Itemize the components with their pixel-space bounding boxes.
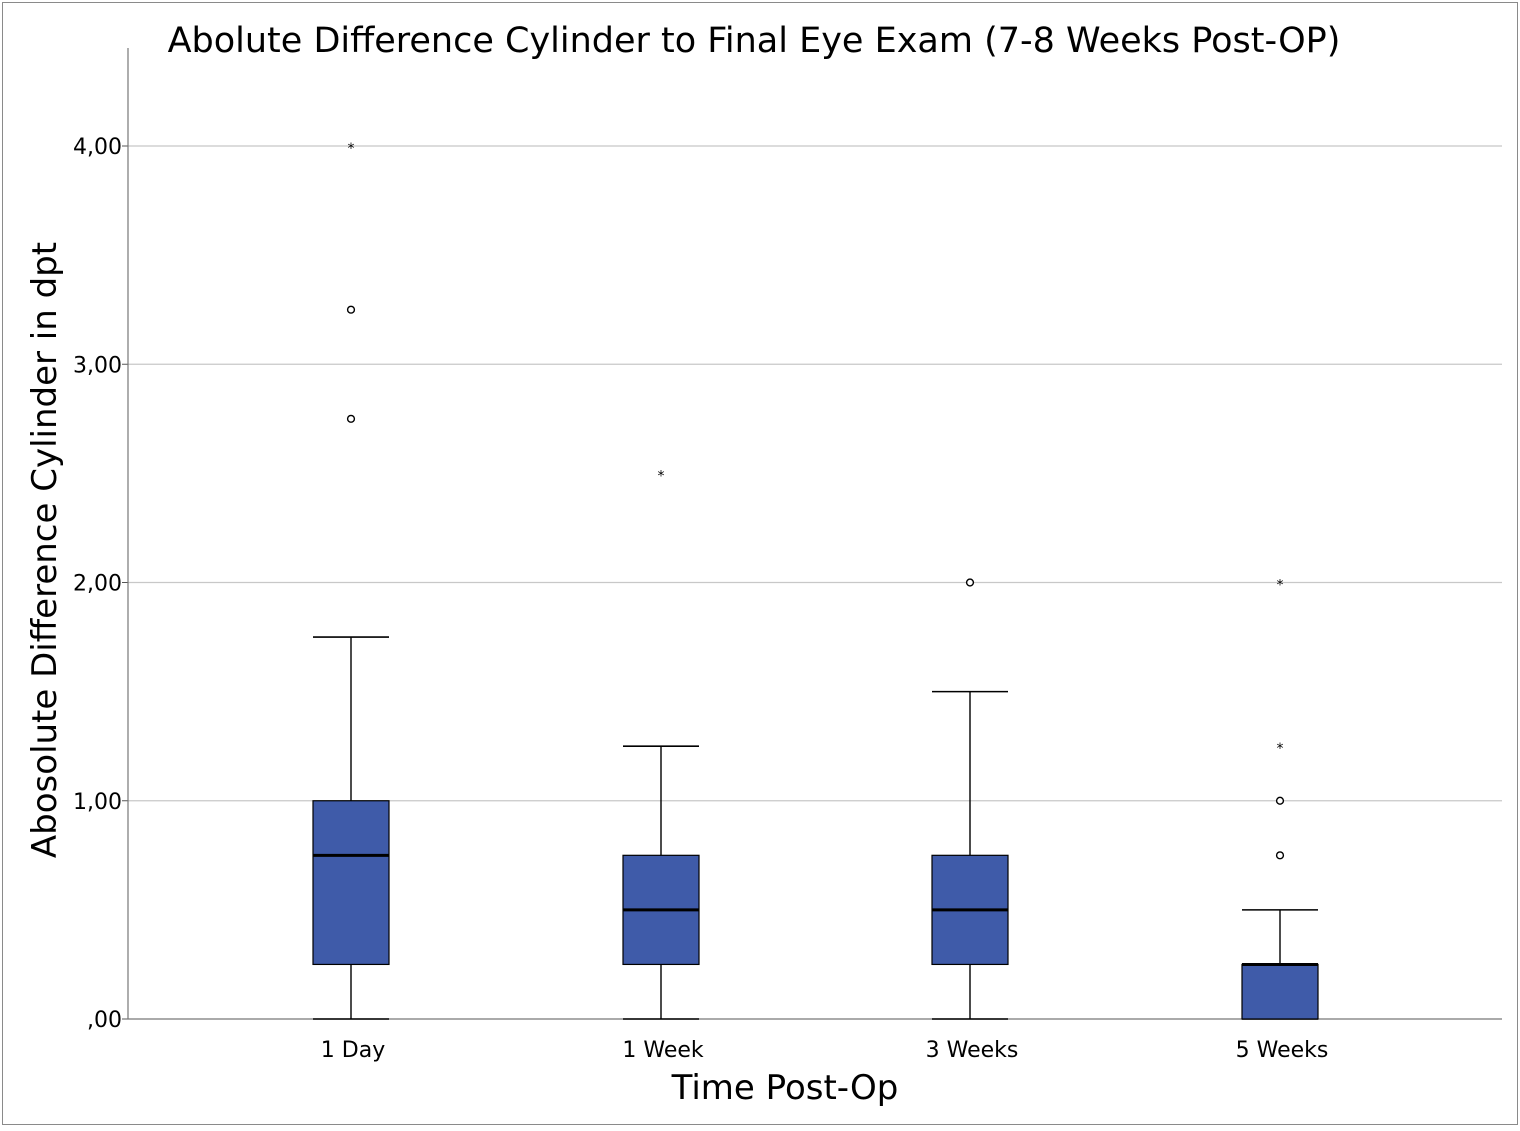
chart-title: Abolute Difference Cylinder to Final Eye…	[168, 21, 1341, 61]
y-tick-label: 1,00	[73, 790, 122, 815]
outlier-point	[346, 414, 356, 423]
outlier-point	[1275, 851, 1285, 860]
x-axis-title: Time Post-Op	[671, 1068, 899, 1108]
extreme-point: *	[1277, 578, 1284, 594]
y-tick-label: 2,00	[73, 572, 122, 597]
iqr-box	[1241, 963, 1319, 1020]
outlier-point	[1275, 796, 1285, 805]
x-category-labels: 1 Day 1 Week 3 Weeks 5 Weeks	[321, 1038, 1329, 1063]
x-category-label: 5 Weeks	[1236, 1038, 1329, 1063]
x-category-label: 1 Day	[321, 1038, 385, 1063]
extreme-point: *	[348, 141, 355, 157]
extreme-point: *	[658, 468, 665, 484]
extreme-point: *	[1277, 741, 1284, 757]
box-5-weeks: **	[1241, 578, 1319, 1020]
gridlines	[128, 145, 1502, 802]
y-tick-label: 3,00	[73, 353, 122, 378]
y-tick-labels: ,00 1,00 2,00 3,00 4,00	[73, 135, 122, 1033]
y-tick-label: 4,00	[73, 135, 122, 160]
boxes: ****	[312, 141, 1319, 1020]
y-axis-title: Abosolute Difference Cylinder in dpt	[25, 242, 65, 858]
box-1-week: *	[622, 468, 700, 1020]
x-category-label: 3 Weeks	[926, 1038, 1019, 1063]
outlier-point	[346, 305, 356, 314]
outlier-point	[965, 578, 975, 587]
y-tick-label: ,00	[87, 1008, 122, 1033]
x-category-label: 1 Week	[622, 1038, 704, 1063]
box-1-day: *	[312, 141, 390, 1020]
box-3-weeks	[931, 578, 1009, 1020]
iqr-box	[312, 800, 390, 966]
